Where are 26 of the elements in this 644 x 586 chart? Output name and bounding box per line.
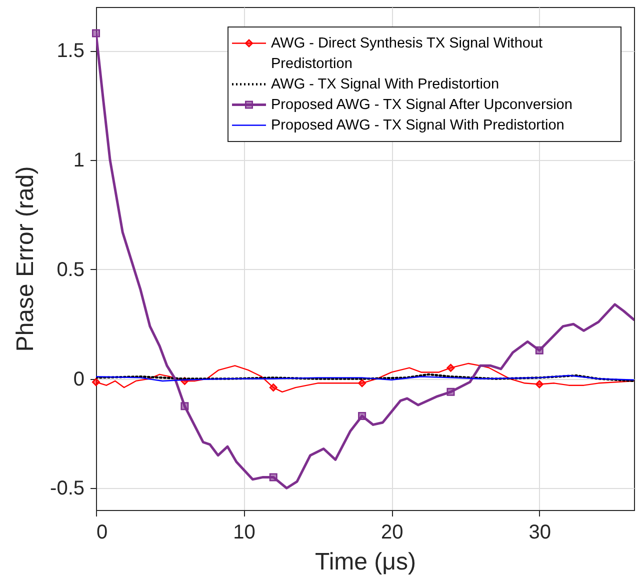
y-tick-label: -0.5 xyxy=(50,478,84,500)
y-tick-label: 0 xyxy=(73,368,84,390)
y-tick-label: 0.5 xyxy=(56,258,84,281)
x-axis-title: Time (μs) xyxy=(315,548,416,576)
point xyxy=(92,29,100,38)
point xyxy=(269,473,278,482)
point xyxy=(269,384,278,392)
legend-label: Proposed AWG - TX Signal After Upconversion xyxy=(271,96,572,113)
point xyxy=(446,364,455,372)
legend-label: AWG - TX Signal With Predistortion xyxy=(271,76,500,92)
x-tick-label: 10 xyxy=(233,522,256,544)
x-tick-label: 20 xyxy=(380,522,404,544)
point xyxy=(358,379,366,388)
point xyxy=(535,346,544,354)
y-axis-title: Phase Error (rad) xyxy=(12,166,40,352)
y-tick-label: 1.5 xyxy=(56,40,84,62)
legend-label: Proposed AWG - TX Signal With Predistortion xyxy=(271,117,564,134)
y-tick-label: 1 xyxy=(73,150,84,172)
point xyxy=(535,380,544,388)
x-tick-label: 0 xyxy=(96,522,108,544)
legend-label: AWG - Direct Synthesis TX Signal Without Predistortion xyxy=(271,35,543,72)
x-tick-label: 30 xyxy=(528,522,552,544)
point xyxy=(180,402,189,410)
point xyxy=(92,378,100,386)
point xyxy=(358,412,366,420)
point xyxy=(446,388,455,396)
